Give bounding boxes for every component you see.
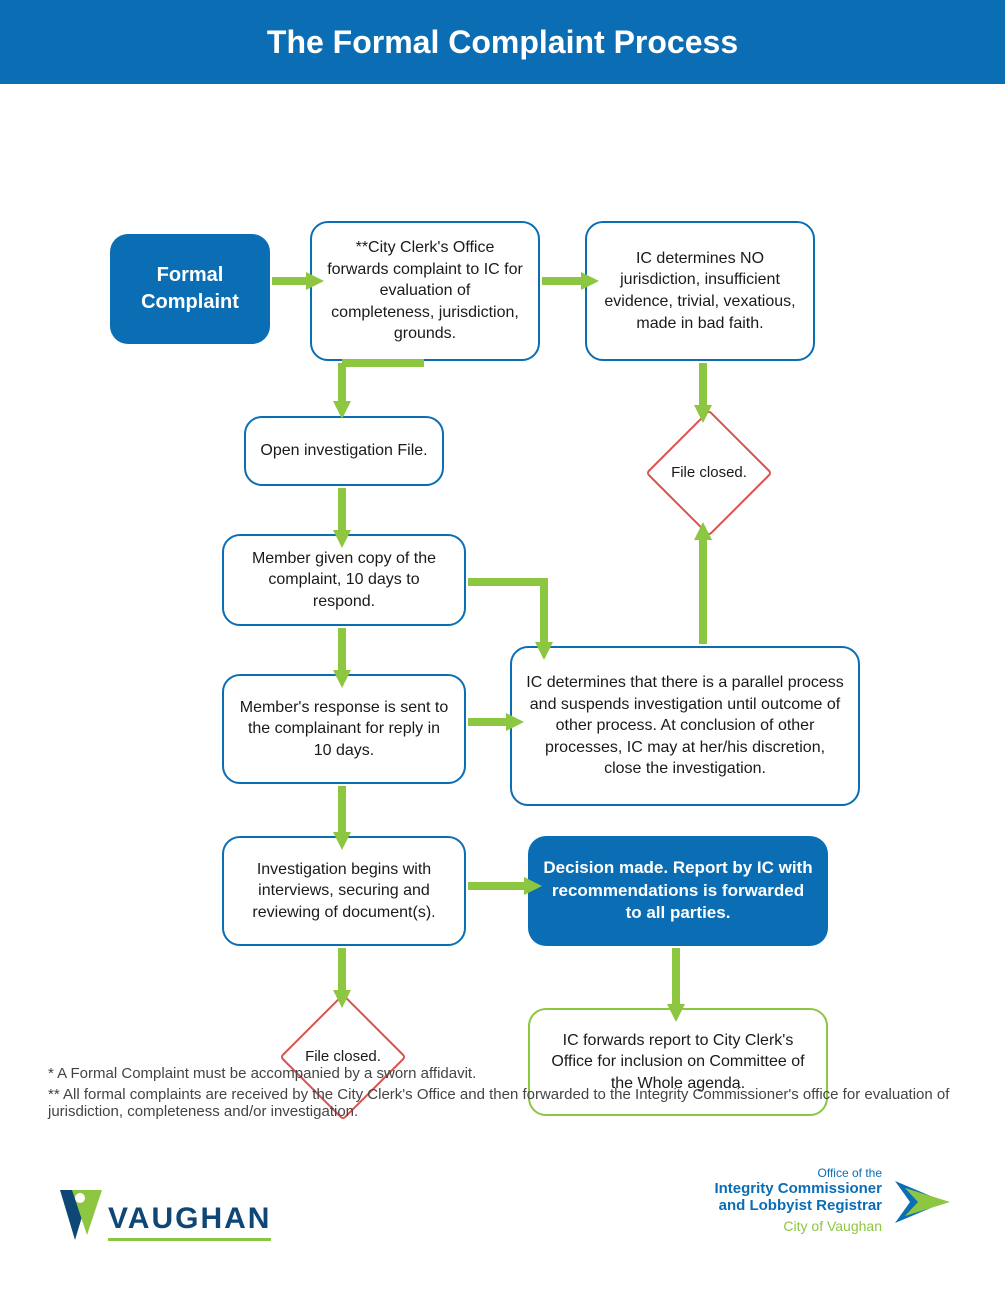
footnote-1: * A Formal Complaint must be accompanied… [48,1065,958,1082]
ic-logo-line1: Office of the [714,1166,882,1180]
ic-logo-line2b: and Lobbyist Registrar [714,1197,882,1214]
node-closed1-label: File closed. [664,428,754,518]
vaughan-logo: VAUGHAN [50,1180,310,1265]
ic-office-logo: Office of the Integrity Commissioner and… [660,1166,960,1238]
node-member_resp: Member's response is sent to the complai… [222,674,466,784]
vaughan-logo-text: VAUGHAN [108,1202,271,1241]
node-closed1: File closed. [664,428,754,518]
node-start: Formal Complaint [110,234,270,344]
ic-logo-line2a: Integrity Commissioner [714,1180,882,1197]
node-decision: Decision made. Report by IC with recomme… [528,836,828,946]
node-clerk: **City Clerk's Office forwards complaint… [310,221,540,361]
footnotes: * A Formal Complaint must be accompanied… [48,1065,958,1120]
node-open: Open investigation File. [244,416,444,486]
node-nojur: IC determines NO jurisdiction, insuffici… [585,221,815,361]
page-header: The Formal Complaint Process [0,0,1005,84]
ic-logo-arrow-icon [890,1166,960,1238]
page-title: The Formal Complaint Process [267,24,738,60]
ic-logo-line3: City of Vaughan [714,1218,882,1234]
node-parallel: IC determines that there is a parallel p… [510,646,860,806]
node-invest: Investigation begins with interviews, se… [222,836,466,946]
footnote-2: ** All formal complaints are received by… [48,1086,958,1120]
